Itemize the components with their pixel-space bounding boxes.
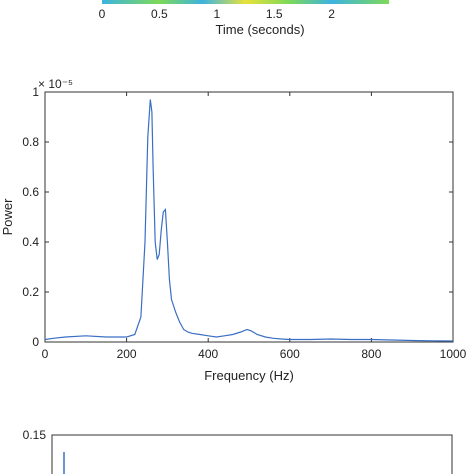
y-axis-label: Power: [0, 198, 15, 236]
spectrogram-image: [102, 0, 389, 4]
y-tick-label: 0.8: [22, 135, 39, 149]
x-tick-label: 200: [117, 347, 137, 361]
bottom-plot-frame: [51, 434, 453, 474]
spectrogram-panel: 0 0.5 1 1.5 2 Time (seconds): [99, 0, 389, 37]
plot-frame: [44, 91, 454, 343]
y-tick-label: 0.4: [22, 235, 39, 249]
bottom-y-tick-label: 0.15: [23, 428, 47, 442]
x-tick-label: 600: [280, 347, 300, 361]
power-spectrum-panel: 00.20.40.60.81 0 200 400 600 800 1000 × 10⁻⁵ …: [0, 77, 467, 383]
spectrogram-x-tick-label: 1: [213, 7, 220, 21]
x-tick-label: 1000: [440, 347, 467, 361]
y-exponent-label: × 10⁻⁵: [38, 77, 73, 91]
spectrogram-x-tick-label: 0: [99, 7, 106, 21]
y-tick-label: 0.6: [22, 185, 39, 199]
spectrogram-x-label: Time (seconds): [215, 22, 304, 37]
spectrogram-x-tick-label: 0.5: [151, 7, 168, 21]
bottom-panel: 0.15: [23, 428, 453, 474]
y-tick-label: 0: [32, 335, 39, 349]
x-axis-label: Frequency (Hz): [204, 368, 294, 383]
spectrogram-x-tick-label: 2: [328, 7, 335, 21]
y-tick-label: 1: [32, 85, 39, 99]
x-tick-label: 800: [361, 347, 381, 361]
spectrogram-x-tick-label: 1.5: [266, 7, 283, 21]
power-series-line: [44, 99, 454, 342]
x-tick-label: 400: [198, 347, 218, 361]
y-tick-label: 0.2: [22, 285, 39, 299]
x-tick-label: 0: [42, 347, 49, 361]
